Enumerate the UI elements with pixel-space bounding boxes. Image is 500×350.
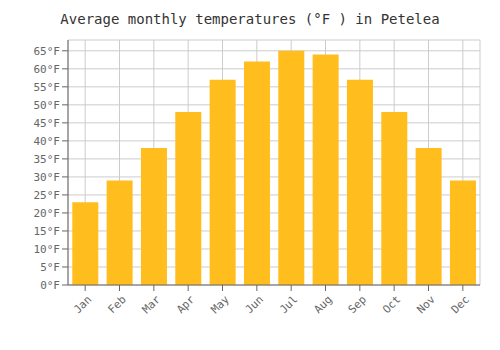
svg-text:5°F: 5°F <box>40 261 60 274</box>
svg-text:35°F: 35°F <box>34 153 61 166</box>
svg-text:Sep: Sep <box>346 293 369 316</box>
svg-text:Oct: Oct <box>380 293 403 316</box>
svg-text:May: May <box>208 293 232 317</box>
svg-text:Aug: Aug <box>311 293 334 316</box>
svg-text:10°F: 10°F <box>34 243 61 256</box>
svg-text:Jan: Jan <box>71 293 94 316</box>
svg-text:Nov: Nov <box>414 293 438 317</box>
html-text:Average monthly temperatures (: Average monthly temperatures (°F ) in Pe… <box>60 11 440 27</box>
svg-text:45°F: 45°F <box>34 117 61 130</box>
svg-text:50°F: 50°F <box>34 99 61 112</box>
svg-text:Mar: Mar <box>140 293 164 317</box>
svg-text:Dec: Dec <box>449 293 472 316</box>
svg-text:15°F: 15°F <box>34 225 61 238</box>
svg-text:Feb: Feb <box>105 293 128 316</box>
svg-text:Jul: Jul <box>277 293 300 316</box>
svg-text:25°F: 25°F <box>34 189 61 202</box>
svg-text:0°F: 0°F <box>40 279 60 292</box>
svg-text:60°F: 60°F <box>34 63 61 76</box>
svg-text:20°F: 20°F <box>34 207 61 220</box>
svg-text:Jun: Jun <box>243 293 266 316</box>
svg-text:40°F: 40°F <box>34 135 61 148</box>
svg-text:Apr: Apr <box>174 293 198 317</box>
svg-text:30°F: 30°F <box>34 171 61 184</box>
svg-text:65°F: 65°F <box>34 45 61 58</box>
svg-text:55°F: 55°F <box>34 81 61 94</box>
